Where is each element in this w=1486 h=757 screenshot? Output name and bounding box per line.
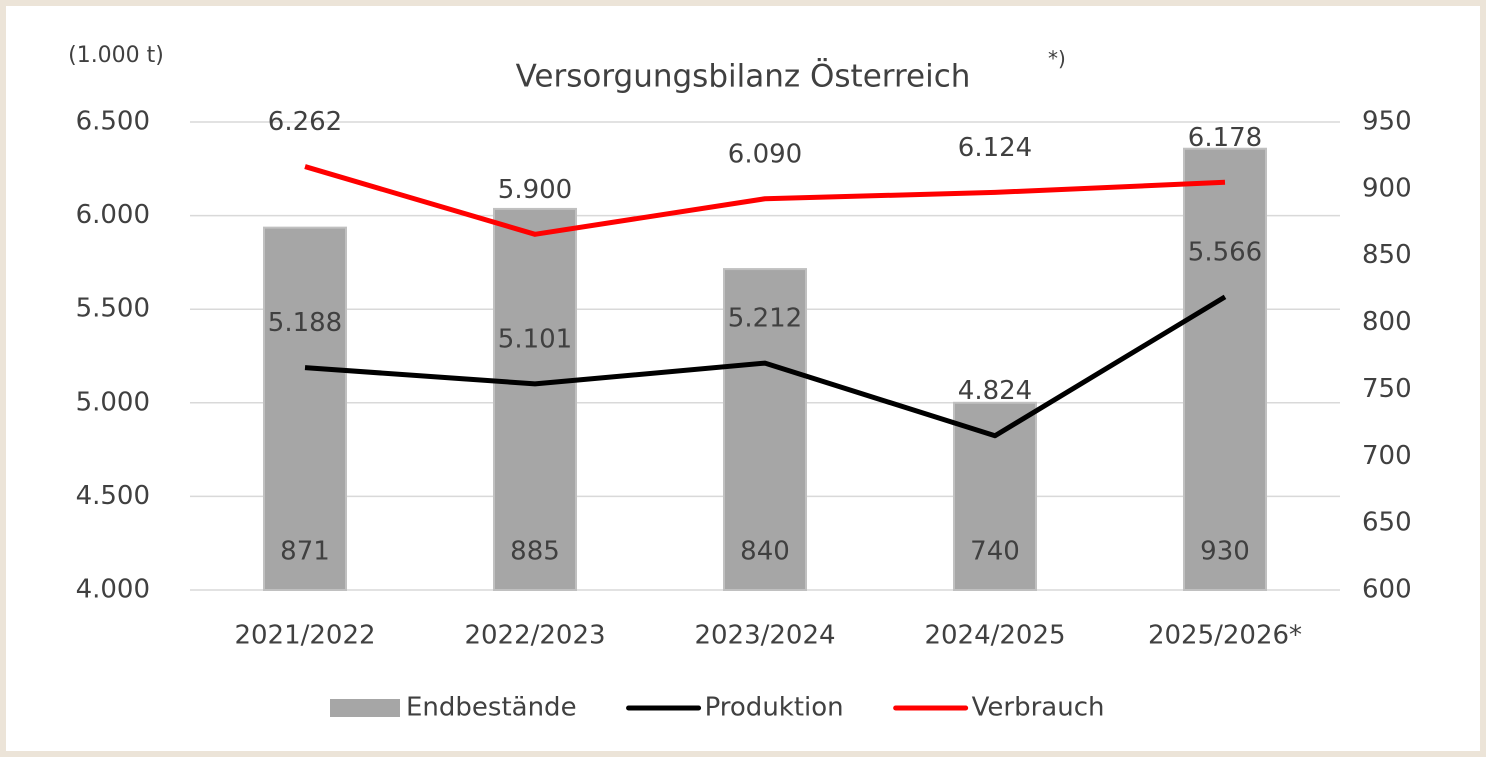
- chart-title: Versorgungsbilanz Österreich: [516, 58, 971, 95]
- y-tick-label: 5.500: [76, 294, 150, 324]
- y-tick-label: 5.000: [76, 387, 150, 417]
- y2-tick-label: 750: [1362, 374, 1412, 404]
- bar-value-label: 840: [740, 537, 790, 567]
- x-tick-label: 2021/2022: [234, 621, 375, 651]
- y-tick-label: 6.500: [76, 107, 150, 137]
- line-value-label: 5.566: [1188, 237, 1262, 267]
- line-value-label: 5.212: [728, 304, 802, 334]
- line-value-label: 4.824: [958, 376, 1032, 406]
- x-tick-label: 2023/2024: [694, 621, 835, 651]
- legend-swatch: [330, 699, 400, 717]
- bar: [493, 207, 577, 592]
- line: [304, 294, 1227, 439]
- line-value-label: 5.188: [268, 308, 342, 338]
- y-tick-label: 6.000: [76, 200, 150, 230]
- bar-value-label: 871: [280, 537, 330, 567]
- bar-value-label: 885: [510, 537, 560, 567]
- bar-value-label: 930: [1200, 537, 1250, 567]
- x-tick-label: 2025/2026*: [1148, 621, 1302, 651]
- legend-label: Verbrauch: [972, 693, 1105, 723]
- line-value-label: 6.124: [958, 133, 1032, 163]
- bar: [1183, 147, 1267, 591]
- y2-tick-label: 900: [1362, 173, 1412, 203]
- axis-unit: (1.000 t): [68, 43, 164, 68]
- y-tick-label: 4.500: [76, 481, 150, 511]
- title-note: *): [1048, 47, 1066, 71]
- line-value-label: 5.101: [498, 324, 572, 354]
- line-value-label: 6.090: [728, 139, 802, 169]
- x-tick-label: 2024/2025: [924, 621, 1065, 651]
- y2-tick-label: 800: [1362, 307, 1412, 337]
- line-value-label: 6.178: [1188, 123, 1262, 153]
- y2-tick-label: 950: [1362, 107, 1412, 137]
- bar: [723, 268, 807, 591]
- y2-tick-label: 600: [1362, 575, 1412, 605]
- legend-label: Endbestände: [406, 693, 577, 723]
- bar-value-label: 740: [970, 537, 1020, 567]
- legend-label: Produktion: [705, 693, 844, 723]
- y2-tick-label: 850: [1362, 240, 1412, 270]
- line-value-label: 6.262: [268, 107, 342, 137]
- line-value-label: 5.900: [498, 175, 572, 205]
- y2-tick-label: 700: [1362, 441, 1412, 471]
- x-tick-label: 2022/2023: [464, 621, 605, 651]
- y2-tick-label: 650: [1362, 508, 1412, 538]
- line: [304, 164, 1226, 237]
- y-tick-label: 4.000: [76, 575, 150, 605]
- bar: [263, 226, 347, 592]
